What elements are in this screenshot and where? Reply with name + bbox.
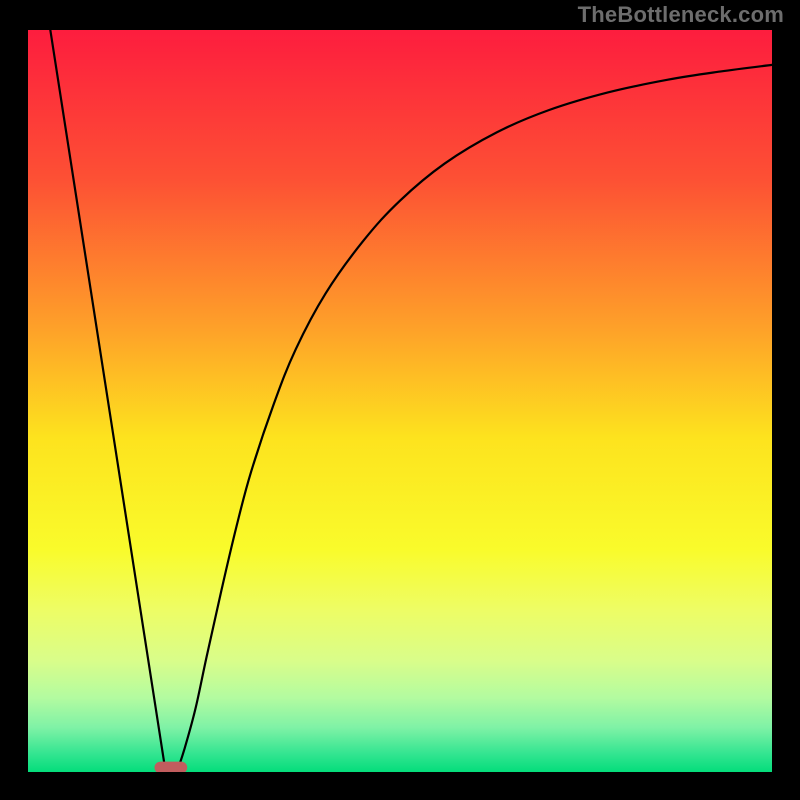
vertex-marker [154, 762, 187, 772]
plot-area [28, 30, 772, 772]
watermark-label: TheBottleneck.com [578, 2, 784, 28]
gradient-background [28, 30, 772, 772]
gradient-v-chart [28, 30, 772, 772]
chart-frame: TheBottleneck.com [0, 0, 800, 800]
